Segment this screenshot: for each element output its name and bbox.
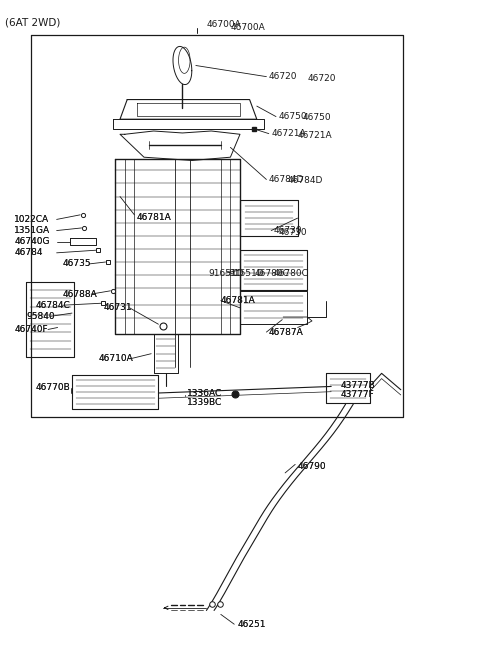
Text: 46735: 46735 (62, 259, 91, 269)
Text: 43777F: 43777F (341, 390, 374, 400)
Text: 46740G: 46740G (14, 237, 50, 246)
Text: 46721A: 46721A (271, 129, 306, 138)
Text: 46750: 46750 (278, 112, 307, 121)
Text: 46784D: 46784D (288, 176, 324, 185)
Text: 46787A: 46787A (269, 328, 303, 337)
Text: 46750: 46750 (302, 113, 331, 122)
Text: 46700A: 46700A (230, 23, 265, 32)
Text: 46720: 46720 (307, 74, 336, 83)
Text: 43777B: 43777B (341, 381, 375, 390)
Text: 1022CA: 1022CA (14, 215, 49, 224)
Text: (6AT 2WD): (6AT 2WD) (5, 17, 60, 27)
Text: 46780C: 46780C (274, 269, 309, 278)
Text: 46721A: 46721A (298, 131, 332, 140)
Text: 46731: 46731 (103, 303, 132, 312)
Text: 46710A: 46710A (98, 354, 133, 364)
Text: 95840: 95840 (26, 312, 55, 321)
Text: 1022CA: 1022CA (14, 215, 49, 224)
Text: 91651D: 91651D (209, 269, 244, 278)
Text: 46788A: 46788A (62, 290, 97, 299)
Text: 1351GA: 1351GA (14, 226, 50, 235)
Text: 46735: 46735 (62, 259, 91, 269)
Text: 46731: 46731 (103, 303, 132, 312)
Text: 46790: 46790 (298, 462, 326, 471)
Text: 46710A: 46710A (98, 354, 133, 364)
Text: 91651D: 91651D (228, 269, 264, 278)
Text: 46784D: 46784D (269, 175, 304, 184)
Text: 46770B: 46770B (36, 383, 71, 392)
Text: 46781A: 46781A (137, 213, 171, 222)
Text: 46790: 46790 (298, 462, 326, 471)
Text: 1339BC: 1339BC (187, 398, 222, 407)
Text: 46730: 46730 (274, 226, 302, 235)
Text: 46781A: 46781A (221, 296, 255, 305)
Text: 46770B: 46770B (36, 383, 71, 392)
Text: 46700A: 46700A (206, 20, 241, 29)
Text: 46740F: 46740F (14, 325, 48, 334)
Text: 46720: 46720 (269, 72, 297, 81)
Text: 46787A: 46787A (269, 328, 303, 337)
Text: 46780C: 46780C (254, 269, 289, 278)
Text: 1336AC: 1336AC (187, 388, 222, 398)
Text: 46781A: 46781A (137, 213, 171, 222)
Text: 1339BC: 1339BC (187, 398, 222, 407)
Text: 46784: 46784 (14, 248, 43, 257)
Text: 46781A: 46781A (221, 296, 255, 305)
Text: 43777F: 43777F (341, 390, 374, 400)
Text: 46788A: 46788A (62, 290, 97, 299)
Text: 43777B: 43777B (341, 381, 375, 390)
Text: 46251: 46251 (238, 620, 266, 629)
Text: 46740F: 46740F (14, 325, 48, 334)
Text: 46251: 46251 (238, 620, 266, 629)
Text: 46784C: 46784C (36, 301, 71, 310)
Text: 1336AC: 1336AC (187, 388, 222, 398)
Text: 1351GA: 1351GA (14, 226, 50, 235)
Text: 46730: 46730 (278, 228, 307, 237)
Text: 46784: 46784 (14, 248, 43, 257)
Text: 46740G: 46740G (14, 237, 50, 246)
Text: 46784C: 46784C (36, 301, 71, 310)
Text: 95840: 95840 (26, 312, 55, 321)
